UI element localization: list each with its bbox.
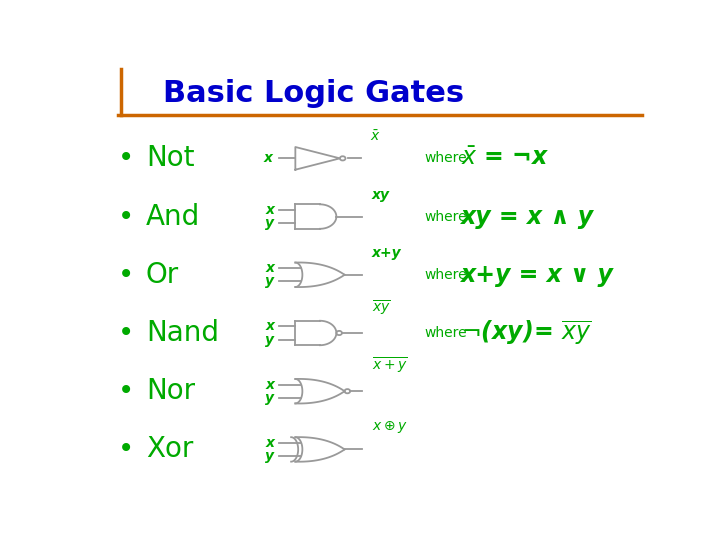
Text: •: • xyxy=(118,261,134,289)
Text: y: y xyxy=(265,391,274,405)
Text: •: • xyxy=(118,202,134,231)
Text: •: • xyxy=(118,144,134,172)
Text: Nor: Nor xyxy=(145,377,195,405)
Text: x: x xyxy=(265,261,274,275)
Text: xy: xy xyxy=(372,188,390,202)
Text: where: where xyxy=(425,268,467,282)
Text: where: where xyxy=(425,326,467,340)
Text: $\overline{xy}$: $\overline{xy}$ xyxy=(372,299,390,318)
Text: Nand: Nand xyxy=(145,319,219,347)
Text: y: y xyxy=(265,216,274,230)
Text: x+y: x+y xyxy=(372,246,401,260)
Text: y: y xyxy=(265,333,274,347)
Text: •: • xyxy=(118,377,134,405)
Text: $\bar{x}$: $\bar{x}$ xyxy=(370,129,381,144)
Text: •: • xyxy=(118,435,134,463)
Text: Basic Logic Gates: Basic Logic Gates xyxy=(163,79,464,109)
Text: y: y xyxy=(265,449,274,463)
Text: x+y = x ∨ y: x+y = x ∨ y xyxy=(461,263,614,287)
Text: •: • xyxy=(118,319,134,347)
Text: xy = x ∧ y: xy = x ∧ y xyxy=(461,205,594,228)
Text: x: x xyxy=(265,319,274,333)
Text: y: y xyxy=(265,274,274,288)
Text: Or: Or xyxy=(145,261,179,289)
Text: Xor: Xor xyxy=(145,435,193,463)
Text: And: And xyxy=(145,202,200,231)
Text: $\bar{x}$ = ¬x: $\bar{x}$ = ¬x xyxy=(461,146,549,170)
Text: x: x xyxy=(264,151,273,165)
Text: where: where xyxy=(425,210,467,224)
Text: x: x xyxy=(265,377,274,392)
Text: $\neg$(xy)= $\overline{xy}$: $\neg$(xy)= $\overline{xy}$ xyxy=(461,319,591,347)
Text: x: x xyxy=(265,436,274,450)
Text: Not: Not xyxy=(145,144,194,172)
Text: where: where xyxy=(425,151,467,165)
Text: $x \oplus y$: $x \oplus y$ xyxy=(372,418,408,435)
Text: $\overline{x+y}$: $\overline{x+y}$ xyxy=(372,356,408,376)
Text: x: x xyxy=(265,203,274,217)
